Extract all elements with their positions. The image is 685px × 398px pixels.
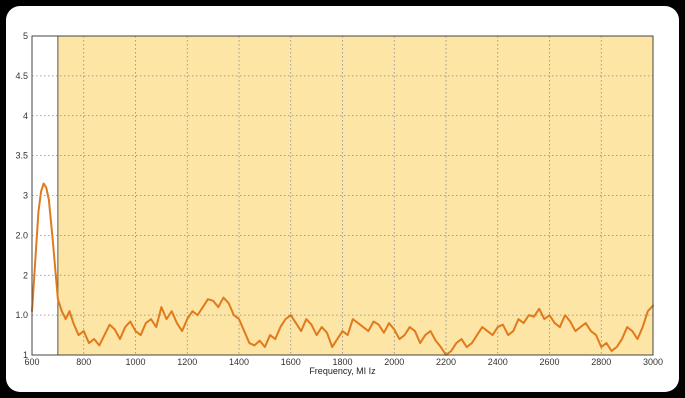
x-tick-label: 1800: [332, 357, 352, 367]
y-tick-label: 4: [23, 111, 28, 121]
x-tick-label: 600: [24, 357, 39, 367]
y-tick-label: 1: [23, 350, 28, 360]
x-tick-label: 2200: [436, 357, 456, 367]
y-tick-label: 2.0: [15, 230, 28, 240]
x-tick-label: 1200: [177, 357, 197, 367]
x-tick-label: 1000: [125, 357, 145, 367]
x-tick-label: 800: [76, 357, 91, 367]
y-tick-label: 3.5: [15, 151, 28, 161]
x-tick-label: 2800: [591, 357, 611, 367]
x-tick-label: 1400: [229, 357, 249, 367]
x-tick-label: 1600: [281, 357, 301, 367]
chart-frame: 600 800 1000 1200 1400 1600 1800 2000 2200 2400 26…: [6, 6, 679, 392]
frequency-chart: 600 800 1000 1200 1400 1600 1800 2000 2200 2400 26…: [15, 31, 663, 376]
x-axis-label: Frequency, MI Iz: [309, 366, 376, 376]
plot-border: [31, 35, 654, 356]
y-tick-label: 1.0: [15, 310, 28, 320]
y-tick-label: 3: [23, 191, 28, 201]
series-line: [31, 182, 654, 356]
x-tick-label: 2000: [384, 357, 404, 367]
x-tick-label: 3000: [643, 357, 663, 367]
x-tick-label: 2600: [539, 357, 559, 367]
y-tick-label: 2: [23, 270, 28, 280]
x-tick-label: 2400: [488, 357, 508, 367]
y-tick-label: 5: [23, 31, 28, 41]
y-tick-label: 4.5: [15, 71, 28, 81]
shaded-region: [57, 36, 653, 355]
